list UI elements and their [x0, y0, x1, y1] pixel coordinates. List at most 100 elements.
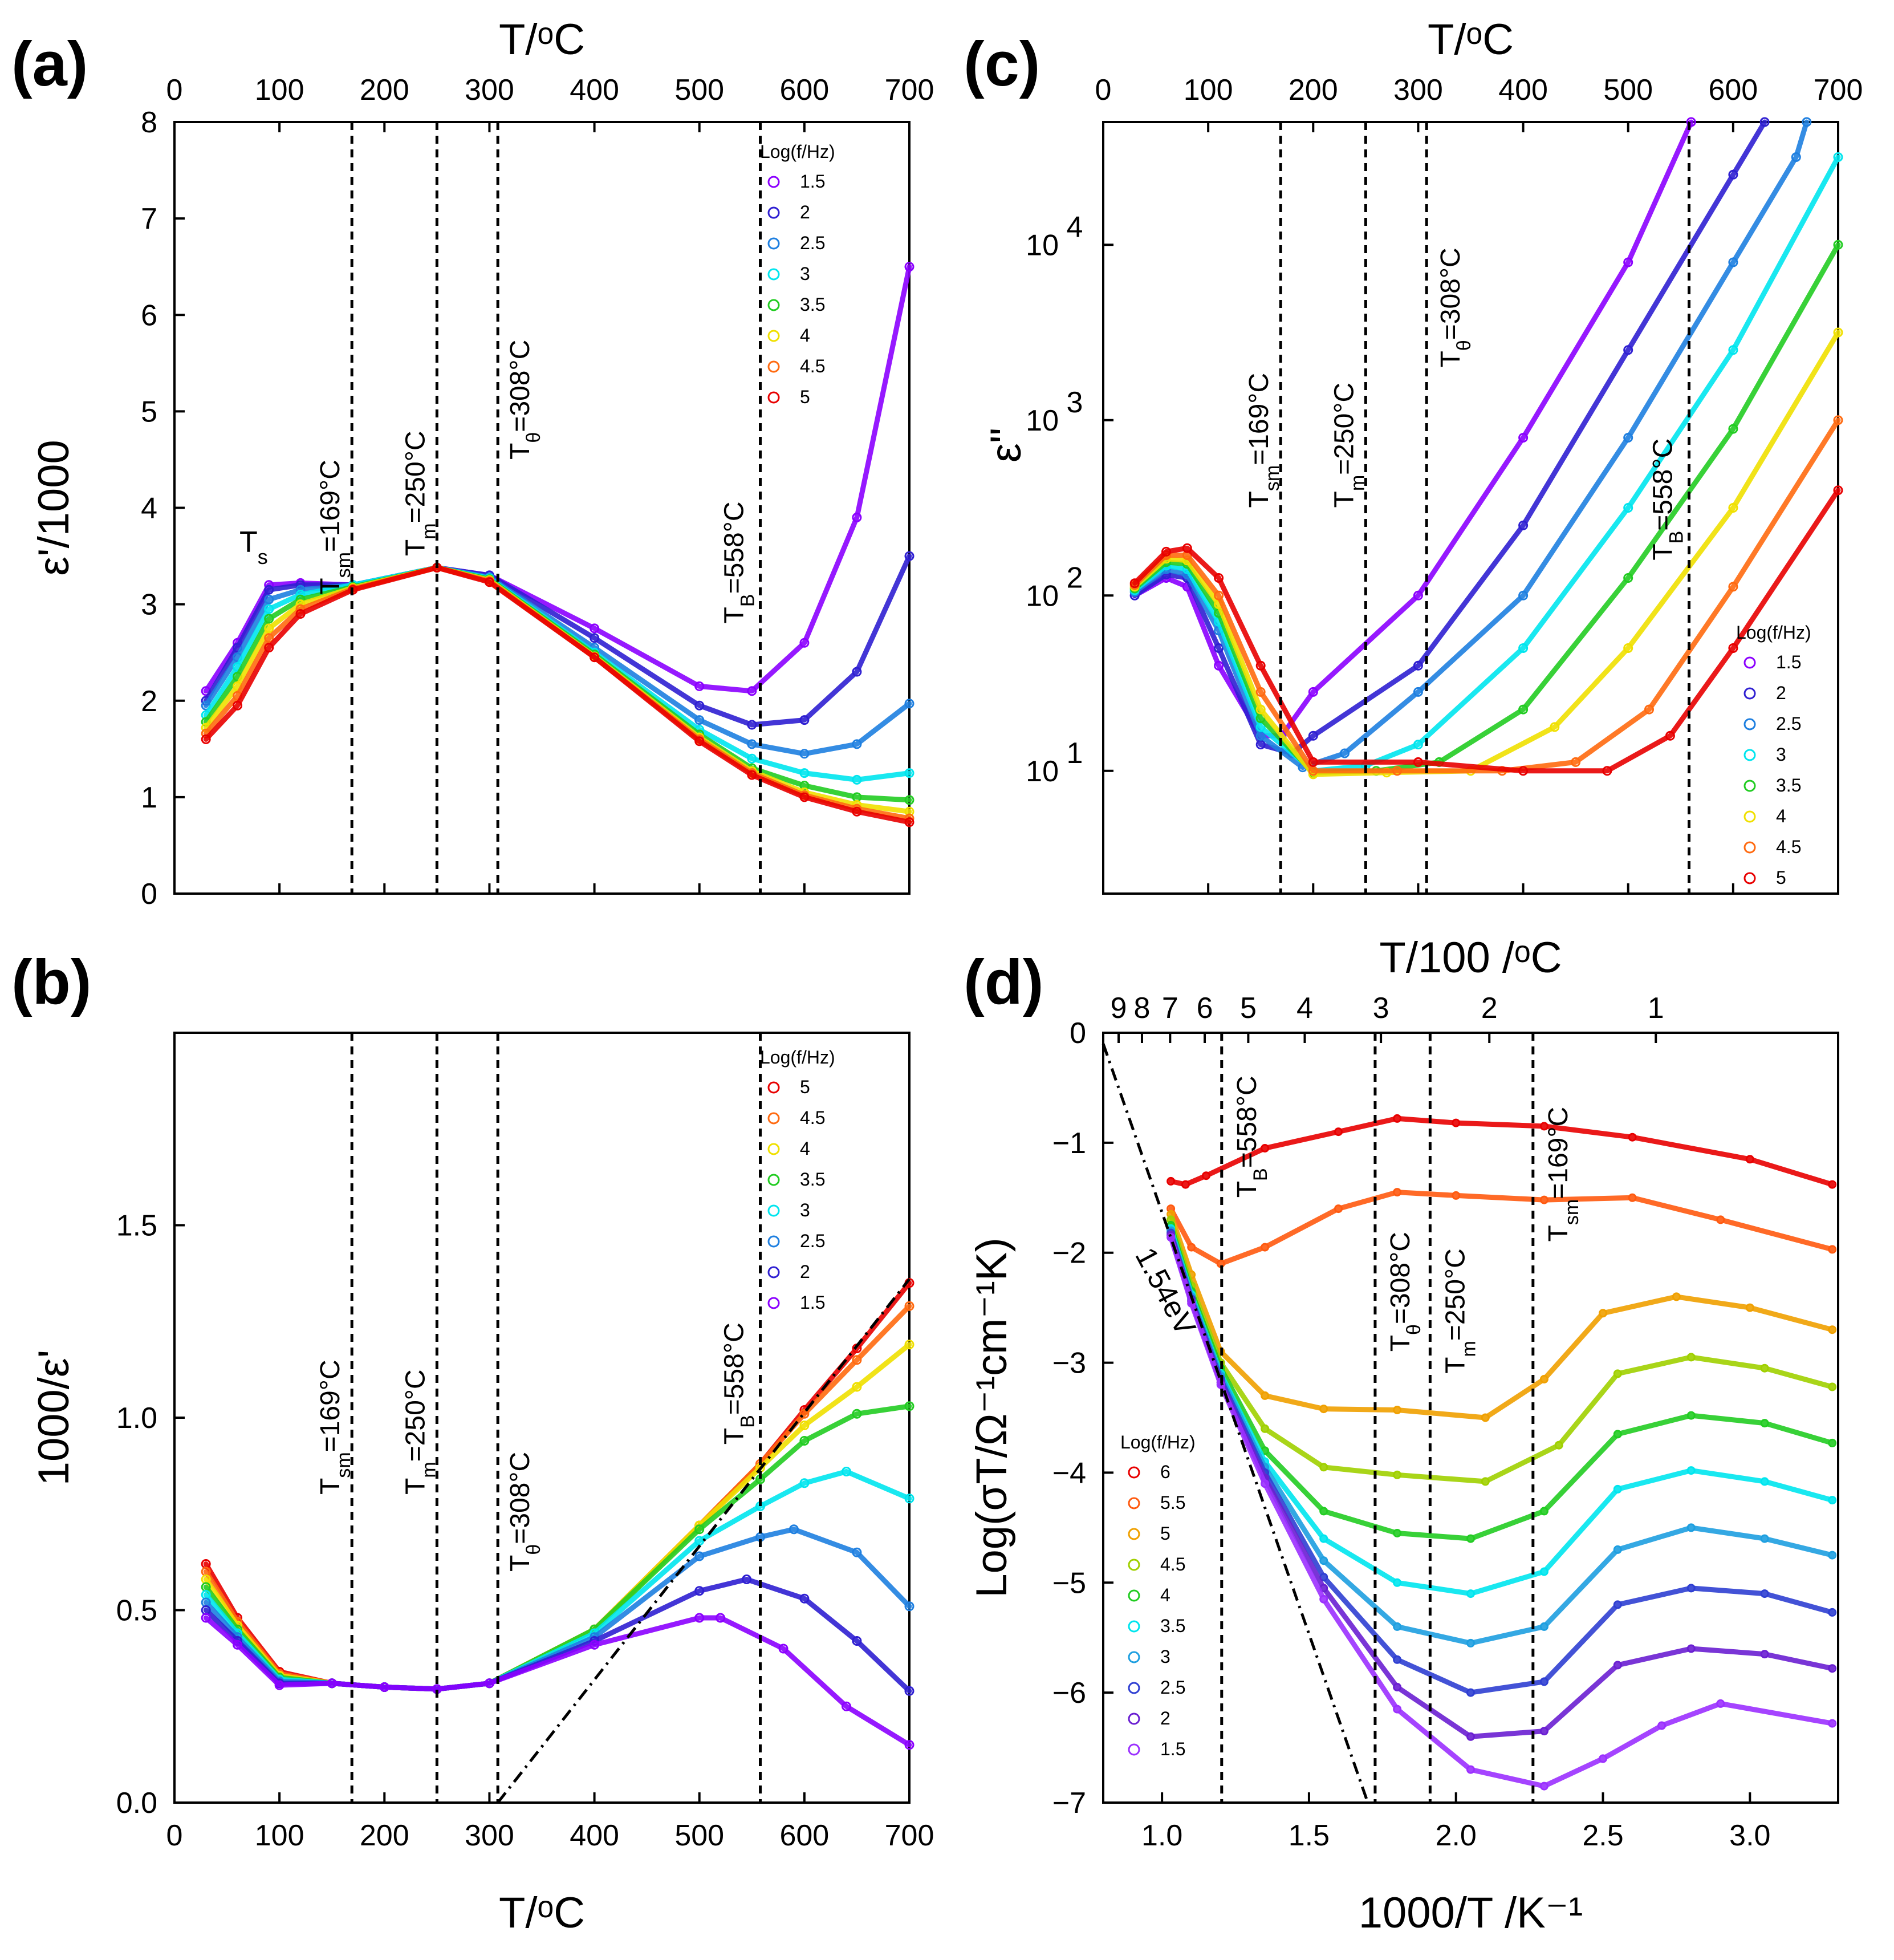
data-point	[1393, 1114, 1402, 1123]
data-point	[904, 1601, 915, 1612]
data-point	[1202, 1171, 1210, 1180]
data-point	[1161, 546, 1171, 557]
legend-marker	[1128, 1589, 1140, 1602]
data-point	[1833, 485, 1843, 496]
data-point	[1828, 1180, 1837, 1189]
legend-marker	[767, 1297, 780, 1309]
y-tick-label: 0	[141, 878, 157, 911]
data-point	[1539, 1677, 1548, 1686]
legend-entry: 5.5	[1160, 1492, 1185, 1513]
data-point	[1613, 1600, 1622, 1609]
vline-label-Tsm-rest: =169°C	[315, 460, 346, 552]
legend-entry: 4.5	[1776, 837, 1801, 857]
x-tick-label: 3.0	[1729, 1819, 1770, 1852]
legend-marker	[767, 237, 780, 250]
plot-frame-d	[1102, 1032, 1839, 1804]
data-point	[1686, 1411, 1696, 1420]
y-tick-label: −4	[1052, 1456, 1086, 1490]
data-point	[1716, 1699, 1725, 1708]
legend-marker	[767, 1235, 780, 1248]
legend-marker	[1128, 1713, 1140, 1725]
vline-label-Ttheta: Tθ=308°C	[1436, 247, 1475, 367]
vline-label-Ttheta-main: T	[505, 1555, 535, 1572]
data-point	[1613, 1545, 1622, 1554]
series-line-d-2.5	[1168, 1230, 1835, 1695]
y-tick-exponent: 2	[1067, 561, 1083, 594]
vline-label-TB: TB=558°C	[1232, 1076, 1271, 1198]
panel-label-a: (a)	[11, 29, 88, 99]
vline-label-Ttheta-main: T	[1385, 1335, 1416, 1352]
data-point	[590, 1640, 600, 1650]
panel-a: (a) T/ᵒC 0 100 200 300 400 500 600 700 0 1 2 3 4 5 6 7 8 ε'…	[11, 15, 934, 911]
data-point	[904, 1686, 915, 1696]
panel-b: (b) T/ᵒC 0 100 200 300 400 500 600 700 0.0 0.5 1.0 1.…	[11, 947, 934, 1937]
data-point	[1452, 1118, 1461, 1127]
vline-label-Ttheta-rest: =308°C	[505, 340, 535, 432]
annotation-Ts-sub: s	[258, 545, 268, 569]
data-point	[799, 638, 810, 648]
data-point	[694, 736, 705, 746]
data-point	[1518, 643, 1529, 653]
data-point	[1181, 1180, 1190, 1189]
data-point	[1393, 1578, 1402, 1587]
data-point	[1261, 1391, 1270, 1400]
legend-entry: 4.5	[800, 1107, 825, 1128]
data-point	[1686, 1584, 1696, 1593]
x-tick-label-top: 300	[1393, 74, 1443, 107]
top-tick-label: 2	[1481, 992, 1498, 1025]
data-point	[1828, 1245, 1837, 1254]
legend-marker	[767, 360, 780, 373]
vline-label-TB-sub: B	[1666, 531, 1688, 544]
y-tick-label: 0	[1070, 1017, 1086, 1050]
data-point	[484, 577, 494, 587]
data-point	[1672, 1292, 1681, 1301]
data-point	[1554, 1440, 1563, 1450]
data-point	[1466, 1638, 1475, 1647]
legend-marker	[767, 299, 780, 311]
vline-label-Tm: Tm=250°C	[400, 431, 440, 556]
data-point	[1686, 1353, 1696, 1362]
data-point	[1334, 1204, 1343, 1214]
data-point	[1760, 1650, 1769, 1659]
y-tick-label: −5	[1052, 1567, 1086, 1600]
vline-label-Tm-sub: m	[1347, 475, 1368, 491]
data-point	[274, 1680, 284, 1690]
x-tick-label-top: 400	[570, 74, 619, 107]
legend-entry: 1.5	[800, 1292, 825, 1313]
data-point	[1319, 1463, 1328, 1472]
data-point	[1728, 345, 1738, 355]
y-tick-label: 1.5	[116, 1210, 157, 1243]
data-point	[1613, 1369, 1622, 1378]
data-point	[590, 623, 600, 634]
x-tick-label-top: 600	[1708, 74, 1758, 107]
data-point	[264, 643, 274, 653]
x-tick-label: 2.5	[1582, 1819, 1623, 1852]
panel-label-c: (c)	[964, 29, 1040, 99]
data-point	[327, 1678, 337, 1689]
vline-label-Tsm-main: T	[315, 578, 346, 594]
vline-label-Ttheta-main: T	[1436, 351, 1466, 367]
x-tick-label-top: 700	[1814, 74, 1863, 107]
legend-entry: 2.5	[1160, 1677, 1185, 1698]
data-point	[1319, 1556, 1328, 1565]
data-point	[1539, 1375, 1548, 1383]
vline-label-Tm: Tm=250°C	[1329, 383, 1368, 508]
data-point	[799, 1593, 810, 1604]
vline-label-TB-rest: =558°C	[1232, 1076, 1262, 1168]
data-point	[1833, 327, 1843, 338]
y-tick-label: 0.0	[116, 1787, 157, 1820]
data-point	[1393, 1406, 1402, 1414]
data-point	[264, 594, 274, 604]
vline-label-Tsm: Tsm=169°C	[1244, 373, 1283, 508]
data-point	[1613, 1484, 1622, 1494]
vline-label-Ttheta: Tθ=308°C	[505, 1452, 544, 1572]
vline-label-TB: TB=558°C	[720, 1322, 759, 1444]
legend-marker	[767, 176, 780, 188]
data-point	[1334, 1127, 1343, 1137]
vline-label-Ttheta-sub: θ	[1453, 340, 1475, 351]
data-point	[852, 1547, 862, 1557]
data-point	[852, 667, 862, 677]
data-point	[799, 749, 810, 759]
legend-entry: 2.5	[800, 1231, 825, 1251]
legend-marker	[1743, 656, 1756, 669]
